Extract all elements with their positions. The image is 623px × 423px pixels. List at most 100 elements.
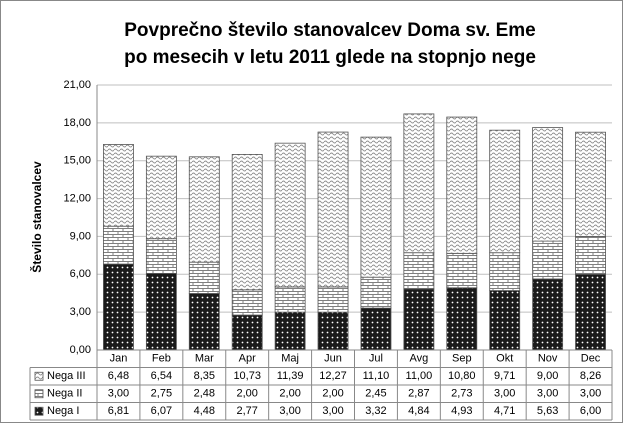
y-tick-label: 21,00 xyxy=(63,79,91,91)
table-value: 3,00 xyxy=(580,388,601,400)
y-axis-label: Število stanovalcev xyxy=(29,161,44,273)
x-tick-label: Avg xyxy=(409,353,428,365)
y-tick-label: 15,00 xyxy=(63,155,91,167)
table-value: 6,81 xyxy=(108,405,129,417)
bar-segment xyxy=(446,116,478,254)
x-tick-label: Nov xyxy=(538,353,558,365)
bar-segment xyxy=(103,144,134,227)
bar-segment xyxy=(532,240,564,280)
bar-segment xyxy=(103,225,134,265)
table-value: 11,00 xyxy=(406,370,433,382)
bar-segment xyxy=(403,288,435,351)
bar-segment xyxy=(145,155,177,240)
table-value: 3,00 xyxy=(108,388,129,400)
bar-segment xyxy=(188,156,220,263)
table-value: 3,00 xyxy=(537,388,558,400)
table-value: 4,84 xyxy=(408,405,429,417)
table-value: 11,10 xyxy=(363,370,390,382)
legend-label: Nega III xyxy=(47,370,86,382)
table-value: 9,00 xyxy=(537,370,558,382)
bar-segment xyxy=(317,311,349,351)
bar-segment xyxy=(446,252,478,289)
table-value: 2,00 xyxy=(236,388,257,400)
y-tick-label: 9,00 xyxy=(70,230,91,242)
bar-segment xyxy=(274,311,306,351)
bar-segment xyxy=(317,286,349,313)
table-value: 2,00 xyxy=(279,388,300,400)
x-tick-label: Jul xyxy=(369,353,383,365)
bar-segment xyxy=(575,273,606,351)
x-tick-label: Apr xyxy=(239,353,256,365)
bar-segment xyxy=(231,154,263,291)
bar-segment xyxy=(403,113,435,254)
table-value: 3,00 xyxy=(322,405,343,417)
y-tick-label: 12,00 xyxy=(63,192,91,204)
legend-swatch xyxy=(34,406,44,416)
bar-segment xyxy=(403,252,435,290)
bar-segment xyxy=(231,314,263,351)
chart-title: Povprečno število stanovalcev Doma sv. E… xyxy=(124,20,536,41)
table-value: 4,93 xyxy=(451,405,472,417)
bar-segment xyxy=(489,129,521,254)
table-value: 2,77 xyxy=(236,405,257,417)
y-tick-label: 6,00 xyxy=(70,268,91,280)
table-value: 11,39 xyxy=(277,370,304,382)
table-value: 9,71 xyxy=(494,370,515,382)
table-value: 2,75 xyxy=(151,388,172,400)
y-tick-label: 18,00 xyxy=(63,117,91,129)
bar-segment xyxy=(145,273,177,351)
y-tick-label: 0,00 xyxy=(70,344,91,356)
table-value: 2,00 xyxy=(322,388,343,400)
table-value: 8,35 xyxy=(194,370,215,382)
bar-segment xyxy=(575,236,606,275)
chart-title: po mesecih v letu 2011 glede na stopnjo … xyxy=(124,47,536,68)
bar-segment xyxy=(188,261,220,294)
x-tick-label: Mar xyxy=(195,353,214,365)
table-value: 5,63 xyxy=(537,405,558,417)
table-value: 4,71 xyxy=(494,405,515,417)
bar-segment xyxy=(489,252,521,291)
bar-segment xyxy=(489,290,521,351)
bar-segment xyxy=(575,131,606,237)
table-value: 8,26 xyxy=(580,370,601,382)
bar-segment xyxy=(446,287,478,351)
bar-segment xyxy=(360,307,392,351)
legend-label: Nega II xyxy=(47,388,82,400)
table-value: 2,73 xyxy=(451,388,472,400)
x-tick-label: Feb xyxy=(152,353,171,365)
bar-segment xyxy=(360,276,392,309)
table-value: 12,27 xyxy=(319,370,347,382)
table-value: 6,54 xyxy=(151,370,172,382)
bar-segment xyxy=(103,263,134,351)
table-value: 6,07 xyxy=(151,405,172,417)
x-tick-label: Jan xyxy=(110,353,128,365)
table-value: 4,48 xyxy=(194,405,215,417)
x-tick-label: Sep xyxy=(452,353,472,365)
table-value: 6,48 xyxy=(108,370,129,382)
bar-segment xyxy=(532,278,564,351)
table-value: 6,00 xyxy=(580,405,601,417)
table-value: 2,48 xyxy=(194,388,215,400)
table-value: 10,73 xyxy=(233,370,261,382)
legend-label: Nega I xyxy=(47,405,79,417)
legend-swatch xyxy=(34,389,44,399)
table-value: 2,87 xyxy=(408,388,429,400)
x-tick-label: Dec xyxy=(581,353,601,365)
bar-segment xyxy=(317,131,349,288)
x-tick-label: Maj xyxy=(281,353,299,365)
bar-segment xyxy=(274,286,306,313)
y-tick-label: 3,00 xyxy=(70,306,91,318)
table-value: 10,80 xyxy=(448,370,476,382)
x-tick-label: Jun xyxy=(324,353,342,365)
bar-segment xyxy=(360,136,392,278)
table-value: 2,45 xyxy=(365,388,386,400)
table-value: 3,32 xyxy=(365,405,386,417)
bar-segment xyxy=(231,289,263,316)
bar-segment xyxy=(145,238,177,274)
legend-swatch xyxy=(34,371,44,381)
bar-segment xyxy=(188,293,220,351)
table-value: 3,00 xyxy=(279,405,300,417)
table-value: 3,00 xyxy=(494,388,515,400)
bar-segment xyxy=(532,127,564,242)
